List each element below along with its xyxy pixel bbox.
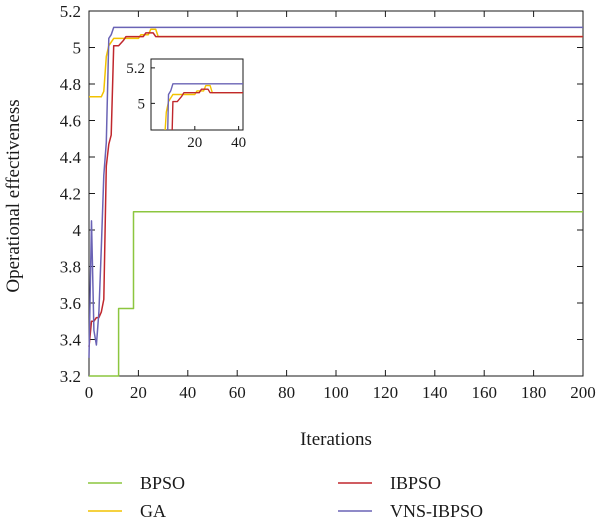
legend-label-bpso: BPSO bbox=[140, 473, 185, 493]
x-tick-label: 80 bbox=[278, 383, 295, 402]
y-tick-label: 3.2 bbox=[60, 367, 81, 386]
series-line-bpso bbox=[89, 211, 583, 377]
x-tick-label: 20 bbox=[130, 383, 147, 402]
inset-y-tick-label: 5.2 bbox=[126, 61, 145, 77]
x-tick-label: 100 bbox=[323, 383, 349, 402]
inset-x-tick-label: 40 bbox=[231, 135, 246, 151]
y-tick-label: 3.6 bbox=[60, 294, 81, 313]
y-tick-label: 5.2 bbox=[60, 2, 81, 21]
inset-plot: 20 40 5 5.2 bbox=[126, 58, 246, 151]
inset-x-tick-label: 20 bbox=[187, 135, 202, 151]
x-tick-label: 60 bbox=[229, 383, 246, 402]
inset-y-tick-label: 5 bbox=[138, 96, 146, 112]
y-tick-label: 4.4 bbox=[60, 148, 82, 167]
series-line-vns-ibpso bbox=[88, 26, 583, 358]
y-tick-label: 4.8 bbox=[60, 75, 81, 94]
x-tick-label: 160 bbox=[471, 383, 497, 402]
y-tick-label: 3.4 bbox=[60, 331, 82, 350]
y-tick-label: 5 bbox=[73, 39, 82, 58]
y-tick-label: 4.2 bbox=[60, 185, 81, 204]
x-tick-label: 140 bbox=[422, 383, 448, 402]
x-tick-label: 120 bbox=[373, 383, 399, 402]
x-tick-label: 40 bbox=[179, 383, 196, 402]
y-tick-label: 4 bbox=[73, 221, 82, 240]
inset-series-group bbox=[164, 83, 243, 130]
x-tick-label: 200 bbox=[570, 383, 596, 402]
legend: BPSO IBPSO GA VNS-IBPSO bbox=[88, 473, 483, 521]
y-tick-label: 4.6 bbox=[60, 112, 81, 131]
y-tick-label: 3.8 bbox=[60, 258, 81, 277]
y-axis-title: Operational effectiveness bbox=[3, 99, 24, 292]
x-tick-label: 180 bbox=[521, 383, 547, 402]
legend-label-ibpso: IBPSO bbox=[390, 473, 441, 493]
inset-series-line-vns-ibpso bbox=[167, 83, 243, 130]
x-axis-title: Iterations bbox=[300, 429, 372, 450]
x-tick-label: 0 bbox=[85, 383, 94, 402]
legend-label-ga: GA bbox=[140, 501, 166, 521]
inset-frame bbox=[150, 58, 244, 131]
legend-label-vns-ibpso: VNS-IBPSO bbox=[390, 501, 483, 521]
inset-series-line-ibpso bbox=[171, 88, 243, 130]
main-plot-area: 0 20 40 60 80 100 120 140 160 180 200 3.2 3.4 3.6 3.8 4… bbox=[60, 2, 596, 402]
